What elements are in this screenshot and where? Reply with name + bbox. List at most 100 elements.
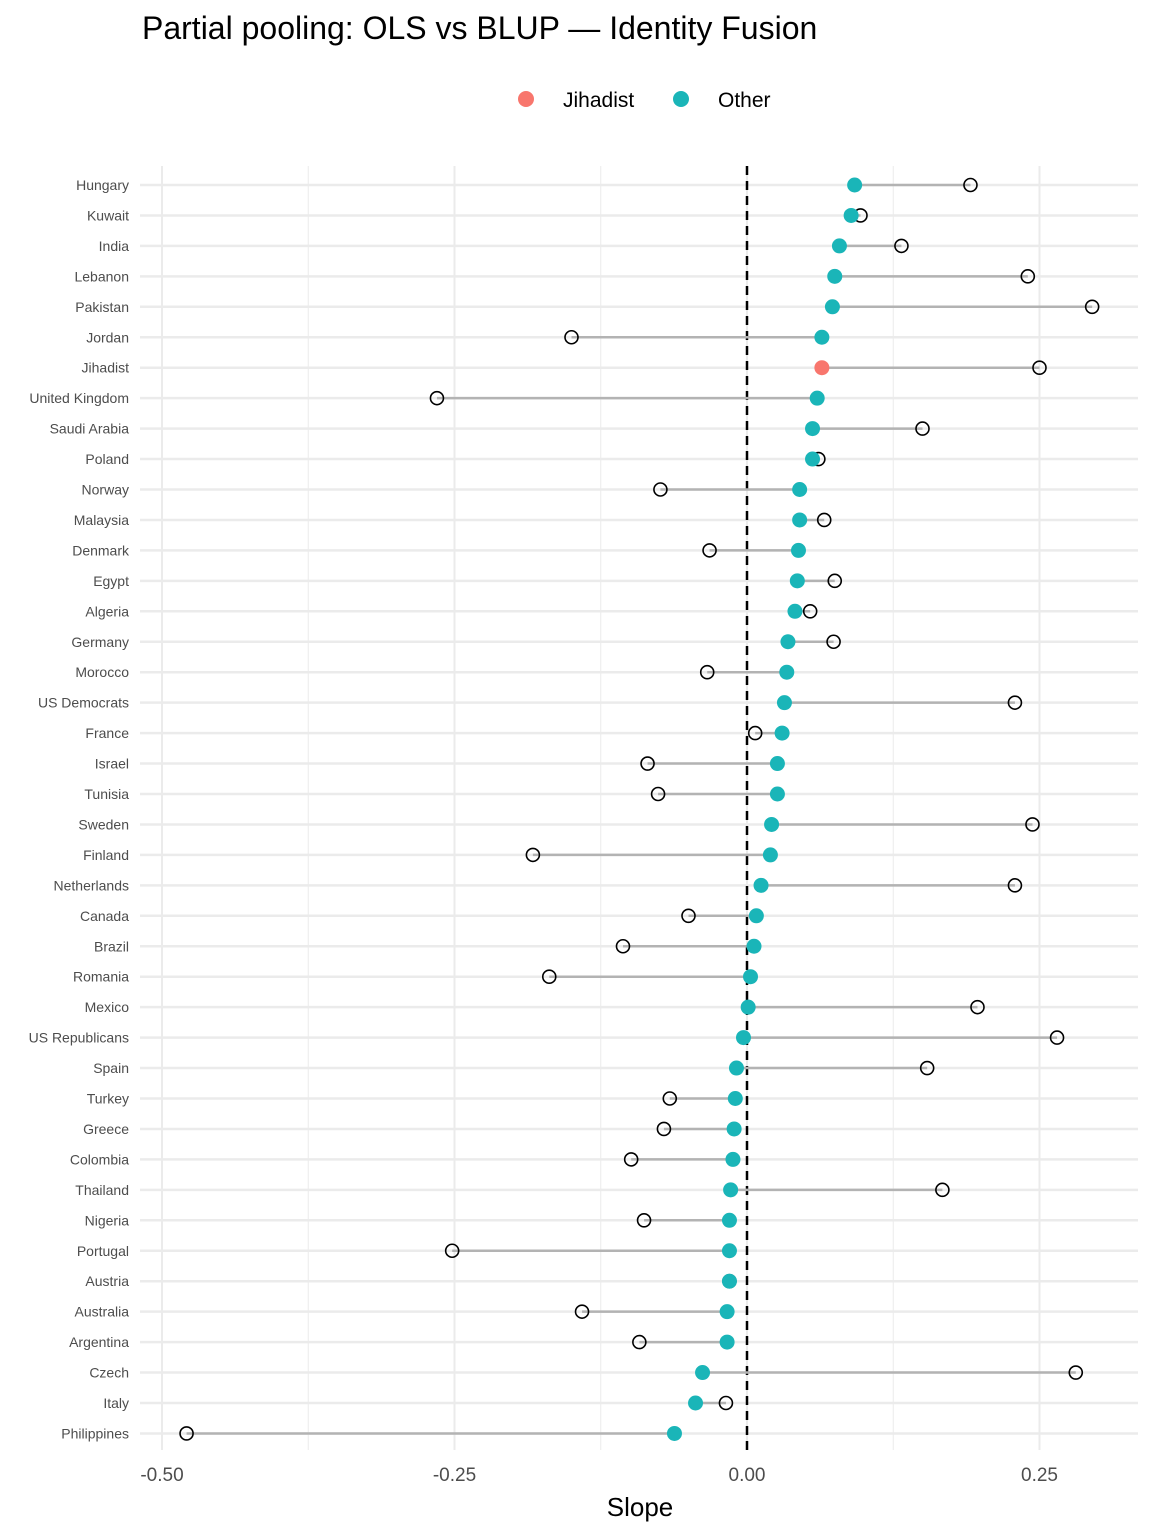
- ols-point: [1007, 695, 1023, 710]
- ols-point: [963, 177, 978, 193]
- y-tick-label: Philippines: [61, 1425, 129, 1441]
- y-tick-label: Turkey: [87, 1091, 129, 1107]
- blup-point: [805, 421, 821, 437]
- ols-point: [650, 786, 666, 802]
- y-tick-label: Greece: [83, 1121, 129, 1137]
- blup-point: [769, 786, 785, 802]
- ols-point: [564, 329, 579, 345]
- blup-point: [774, 725, 790, 741]
- blup-point: [748, 908, 764, 924]
- blup-point: [695, 1365, 711, 1381]
- y-tick-label: Malaysia: [74, 512, 129, 528]
- ols-point: [179, 1426, 194, 1441]
- blup-point: [769, 756, 785, 772]
- y-tick-label: Romania: [73, 969, 129, 985]
- legend: Jihadist Other: [518, 89, 771, 112]
- y-tick-label: Hungary: [76, 177, 129, 193]
- blup-point: [721, 1212, 737, 1228]
- ols-point: [623, 1152, 639, 1167]
- ols-point: [1084, 299, 1100, 315]
- y-tick-label: Poland: [85, 451, 129, 467]
- ols-point: [574, 1304, 590, 1319]
- ols-point: [827, 573, 843, 589]
- y-tick-label: Thailand: [75, 1182, 129, 1198]
- ols-point: [636, 1213, 652, 1228]
- x-tick-label: -0.25: [433, 1465, 476, 1486]
- blup-point: [746, 938, 762, 954]
- y-tick-label: United Kingdom: [29, 390, 129, 406]
- y-tick-label: Saudi Arabia: [50, 421, 130, 437]
- y-tick-label: Czech: [89, 1365, 129, 1381]
- y-tick-label: US Democrats: [38, 695, 129, 711]
- x-axis-title: Slope: [607, 1492, 674, 1522]
- blup-point: [787, 603, 803, 619]
- blup-point: [776, 695, 792, 711]
- ols-point: [541, 969, 557, 985]
- legend-marker-jihadist: [518, 91, 534, 107]
- y-axis-labels: Hungary Kuwait India Lebanon Pakistan Jordan J…: [29, 177, 130, 1441]
- minor-gridlines: [307, 166, 894, 1450]
- ols-points: [179, 177, 1100, 1441]
- y-tick-label: Sweden: [78, 816, 129, 832]
- y-tick-label: Algeria: [85, 603, 129, 619]
- blup-point: [814, 329, 830, 345]
- y-tick-label: Canada: [80, 908, 129, 924]
- ols-point: [656, 1121, 672, 1137]
- blup-point: [666, 1425, 682, 1441]
- blup-point: [727, 1091, 743, 1106]
- x-axis-ticks: -0.50 -0.25 0.00 0.25: [140, 1465, 1058, 1486]
- y-tick-label: Austria: [85, 1273, 129, 1289]
- blup-point: [780, 634, 796, 650]
- y-tick-label: Argentina: [69, 1334, 129, 1350]
- blup-point: [843, 207, 859, 223]
- ols-point: [444, 1243, 460, 1259]
- y-tick-label: Israel: [95, 756, 129, 772]
- ols-point: [915, 421, 930, 436]
- y-tick-label: Colombia: [70, 1151, 129, 1167]
- x-tick-label: 0.25: [1021, 1465, 1058, 1486]
- y-tick-label: Australia: [75, 1304, 130, 1320]
- y-tick-label: Denmark: [72, 542, 130, 558]
- blup-point: [735, 1030, 751, 1046]
- blup-point: [809, 390, 825, 406]
- blup-point: [792, 482, 808, 497]
- legend-label-jihadist: Jihadist: [563, 89, 634, 112]
- ols-point: [662, 1091, 678, 1106]
- ols-point: [702, 543, 717, 558]
- ols-point: [935, 1182, 950, 1198]
- ols-point: [894, 238, 909, 254]
- y-tick-label: Brazil: [94, 938, 129, 954]
- x-tick-label: 0.00: [729, 1465, 766, 1486]
- blup-point: [728, 1060, 744, 1076]
- y-tick-label: Tunisia: [84, 786, 129, 802]
- blup-point: [764, 816, 780, 832]
- y-tick-label: Germany: [71, 634, 129, 650]
- ols-point: [970, 999, 985, 1015]
- legend-label-other: Other: [718, 89, 771, 112]
- blup-point: [725, 1151, 741, 1167]
- blup-point: [824, 299, 840, 315]
- legend-marker-other: [673, 91, 689, 107]
- y-tick-label: Norway: [82, 482, 129, 498]
- blup-point: [726, 1121, 742, 1137]
- ols-point: [1025, 817, 1040, 832]
- ols-point: [826, 634, 841, 650]
- ols-point: [1007, 878, 1023, 893]
- blup-point: [721, 1273, 737, 1289]
- y-tick-label: Pakistan: [75, 299, 129, 315]
- ols-point: [632, 1334, 647, 1350]
- y-tick-label: Portugal: [77, 1243, 129, 1259]
- row-gridlines: [140, 183, 1138, 1435]
- ols-point: [429, 390, 445, 406]
- blup-points: [666, 177, 863, 1441]
- y-tick-label: India: [99, 238, 130, 254]
- y-tick-label: Egypt: [93, 573, 129, 589]
- blup-point: [740, 999, 756, 1015]
- y-tick-label: Jihadist: [82, 360, 130, 376]
- y-tick-label: Lebanon: [74, 268, 129, 284]
- blup-point: [827, 268, 843, 284]
- ols-point: [653, 482, 668, 497]
- blup-point: [847, 177, 863, 193]
- blup-point: [831, 238, 847, 254]
